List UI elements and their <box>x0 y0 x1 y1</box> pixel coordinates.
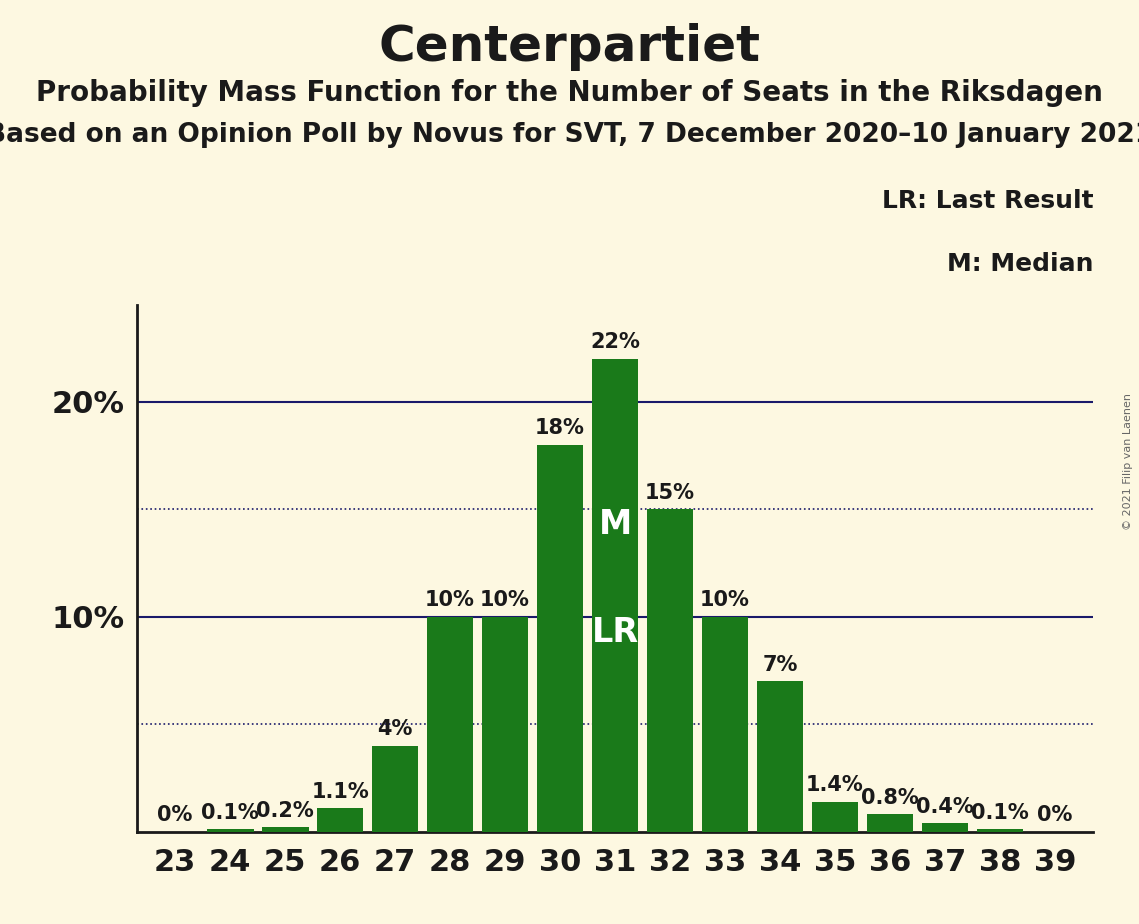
Text: 0.1%: 0.1% <box>202 803 259 823</box>
Text: 0.8%: 0.8% <box>861 788 919 808</box>
Text: 1.1%: 1.1% <box>311 782 369 801</box>
Bar <box>867 814 913 832</box>
Text: 10%: 10% <box>481 590 530 610</box>
Text: M: Median: M: Median <box>947 252 1093 276</box>
Bar <box>371 746 418 832</box>
Bar <box>482 616 528 832</box>
Text: 0%: 0% <box>1038 805 1073 825</box>
Text: 10%: 10% <box>425 590 475 610</box>
Bar <box>207 830 254 832</box>
Bar <box>647 509 694 832</box>
Text: 15%: 15% <box>645 482 695 503</box>
Text: 10%: 10% <box>700 590 749 610</box>
Text: LR: Last Result: LR: Last Result <box>882 189 1093 213</box>
Text: Probability Mass Function for the Number of Seats in the Riksdagen: Probability Mass Function for the Number… <box>36 79 1103 106</box>
Text: M: M <box>598 507 632 541</box>
Bar <box>536 444 583 832</box>
Bar <box>427 616 474 832</box>
Text: 0.1%: 0.1% <box>972 803 1029 823</box>
Bar <box>317 808 363 832</box>
Text: 0%: 0% <box>157 805 192 825</box>
Bar <box>702 616 748 832</box>
Text: Based on an Opinion Poll by Novus for SVT, 7 December 2020–10 January 2021: Based on an Opinion Poll by Novus for SV… <box>0 122 1139 148</box>
Text: LR: LR <box>591 616 639 650</box>
Bar <box>591 359 639 832</box>
Text: Centerpartiet: Centerpartiet <box>378 23 761 71</box>
Text: 1.4%: 1.4% <box>806 775 863 795</box>
Text: 0.4%: 0.4% <box>916 796 974 817</box>
Bar <box>812 801 859 832</box>
Bar <box>921 823 968 832</box>
Bar <box>262 827 309 832</box>
Text: 7%: 7% <box>762 655 797 675</box>
Bar <box>976 830 1023 832</box>
Text: 22%: 22% <box>590 333 640 352</box>
Text: 4%: 4% <box>377 719 412 739</box>
Bar <box>756 681 803 832</box>
Text: 18%: 18% <box>535 419 585 438</box>
Text: 0.2%: 0.2% <box>256 801 314 821</box>
Text: © 2021 Filip van Laenen: © 2021 Filip van Laenen <box>1123 394 1133 530</box>
